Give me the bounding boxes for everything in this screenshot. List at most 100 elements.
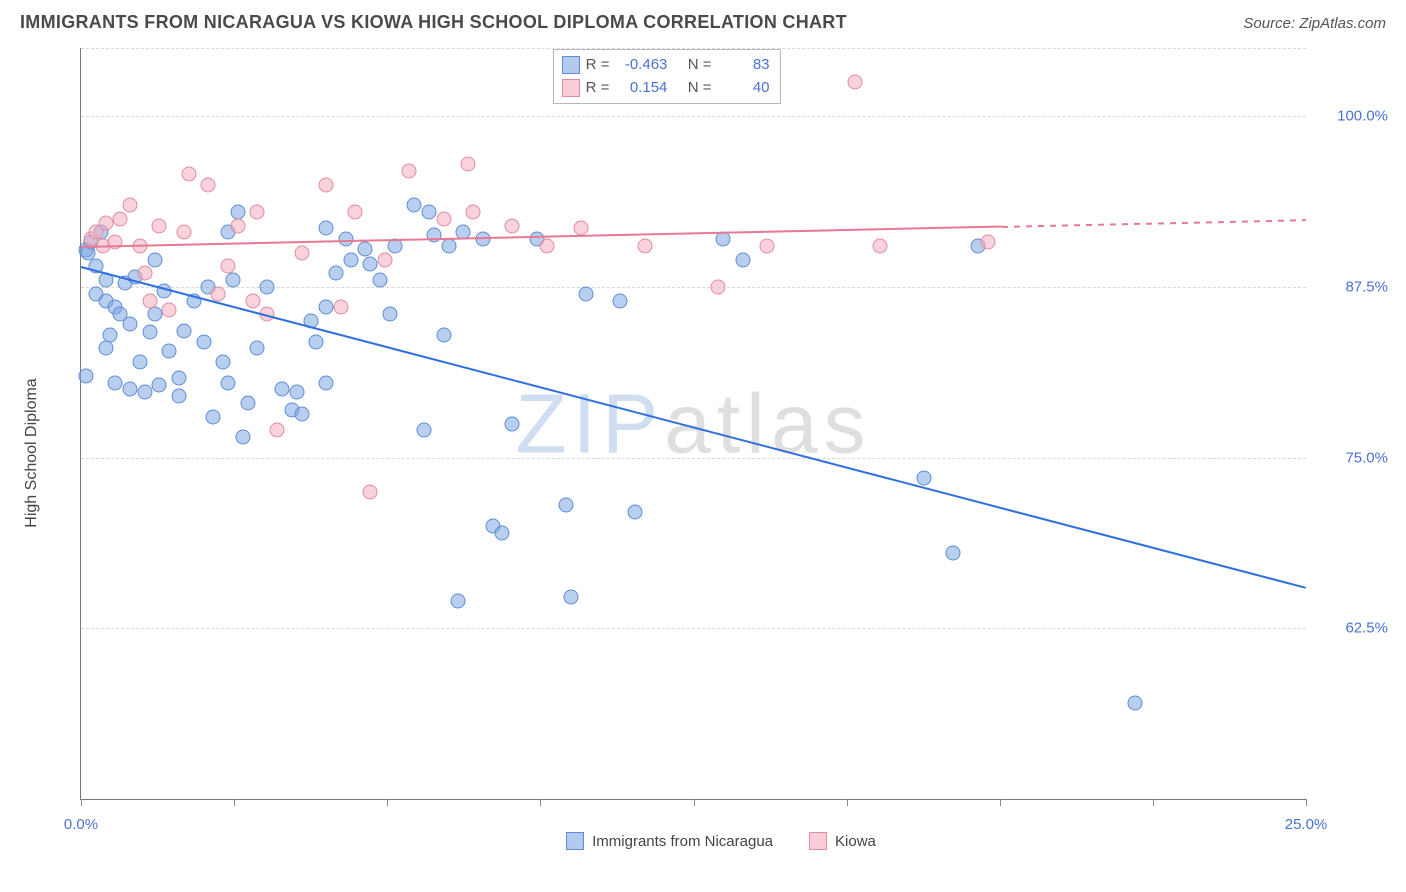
data-point-blue — [328, 266, 343, 281]
data-point-pink — [637, 238, 652, 253]
data-point-pink — [461, 157, 476, 172]
data-point-blue — [294, 406, 309, 421]
swatch-blue-icon — [566, 832, 584, 850]
data-point-blue — [137, 385, 152, 400]
data-point-pink — [319, 177, 334, 192]
swatch-pink-icon — [562, 79, 580, 97]
data-point-blue — [578, 286, 593, 301]
x-tick — [1153, 799, 1154, 806]
data-point-blue — [206, 409, 221, 424]
data-point-pink — [436, 211, 451, 226]
data-point-blue — [172, 371, 187, 386]
data-point-blue — [152, 378, 167, 393]
data-point-blue — [289, 385, 304, 400]
data-point-pink — [230, 218, 245, 233]
x-tick — [81, 799, 82, 806]
data-point-blue — [123, 382, 138, 397]
data-point-pink — [363, 484, 378, 499]
data-point-blue — [441, 238, 456, 253]
data-point-blue — [274, 382, 289, 397]
trend-line — [81, 267, 1307, 590]
chart-container: High School Diploma ZIPatlas R = -0.463 … — [46, 48, 1396, 858]
data-point-pink — [123, 198, 138, 213]
data-point-pink — [980, 234, 995, 249]
data-point-blue — [916, 471, 931, 486]
gridline-h — [81, 48, 1306, 49]
legend-label: Immigrants from Nicaragua — [592, 833, 773, 850]
data-point-pink — [181, 166, 196, 181]
data-point-blue — [358, 241, 373, 256]
data-point-pink — [270, 423, 285, 438]
data-point-blue — [147, 252, 162, 267]
y-tick-label: 87.5% — [1313, 278, 1388, 295]
data-point-blue — [235, 430, 250, 445]
data-point-blue — [250, 341, 265, 356]
data-point-pink — [162, 303, 177, 318]
data-point-blue — [372, 273, 387, 288]
data-point-pink — [539, 238, 554, 253]
data-point-pink — [573, 221, 588, 236]
data-point-pink — [142, 293, 157, 308]
data-point-blue — [162, 344, 177, 359]
data-point-pink — [152, 218, 167, 233]
legend-item-blue: Immigrants from Nicaragua — [566, 832, 773, 850]
data-point-pink — [402, 163, 417, 178]
data-point-pink — [245, 293, 260, 308]
x-tick-label: 0.0% — [64, 816, 98, 833]
data-point-blue — [627, 505, 642, 520]
data-point-pink — [760, 238, 775, 253]
data-point-blue — [613, 293, 628, 308]
data-point-pink — [113, 211, 128, 226]
plot-area: ZIPatlas R = -0.463 N = 83 R = 0.154 N =… — [80, 48, 1306, 800]
data-point-blue — [1127, 696, 1142, 711]
gridline-h — [81, 458, 1306, 459]
data-point-blue — [407, 198, 422, 213]
data-point-blue — [221, 375, 236, 390]
data-point-blue — [216, 355, 231, 370]
x-tick — [694, 799, 695, 806]
data-point-pink — [98, 215, 113, 230]
data-point-pink — [872, 238, 887, 253]
data-point-blue — [319, 300, 334, 315]
x-tick — [234, 799, 235, 806]
data-point-blue — [123, 316, 138, 331]
data-point-blue — [319, 221, 334, 236]
data-point-blue — [108, 375, 123, 390]
data-point-blue — [564, 589, 579, 604]
data-point-pink — [176, 225, 191, 240]
bottom-legend: Immigrants from Nicaragua Kiowa — [46, 832, 1396, 850]
data-point-blue — [505, 416, 520, 431]
y-tick-label: 75.0% — [1313, 449, 1388, 466]
data-point-blue — [147, 307, 162, 322]
stats-row-blue: R = -0.463 N = 83 — [562, 54, 770, 77]
data-point-blue — [363, 256, 378, 271]
data-point-blue — [715, 232, 730, 247]
data-point-blue — [735, 252, 750, 267]
stats-legend-box: R = -0.463 N = 83 R = 0.154 N = 40 — [553, 49, 781, 104]
data-point-pink — [505, 218, 520, 233]
data-point-blue — [417, 423, 432, 438]
data-point-pink — [201, 177, 216, 192]
data-point-blue — [309, 334, 324, 349]
x-tick-label: 25.0% — [1285, 816, 1328, 833]
x-tick — [1306, 799, 1307, 806]
data-point-blue — [436, 327, 451, 342]
data-point-blue — [176, 323, 191, 338]
data-point-blue — [426, 228, 441, 243]
data-point-blue — [946, 546, 961, 561]
data-point-pink — [466, 204, 481, 219]
swatch-blue-icon — [562, 56, 580, 74]
data-point-blue — [319, 375, 334, 390]
gridline-h — [81, 628, 1306, 629]
data-point-blue — [225, 273, 240, 288]
data-point-pink — [711, 279, 726, 294]
data-point-pink — [137, 266, 152, 281]
y-tick-label: 62.5% — [1313, 620, 1388, 637]
data-point-pink — [377, 252, 392, 267]
data-point-blue — [343, 252, 358, 267]
data-point-pink — [221, 259, 236, 274]
x-tick — [847, 799, 848, 806]
data-point-pink — [848, 75, 863, 90]
data-point-pink — [250, 204, 265, 219]
data-point-blue — [172, 389, 187, 404]
